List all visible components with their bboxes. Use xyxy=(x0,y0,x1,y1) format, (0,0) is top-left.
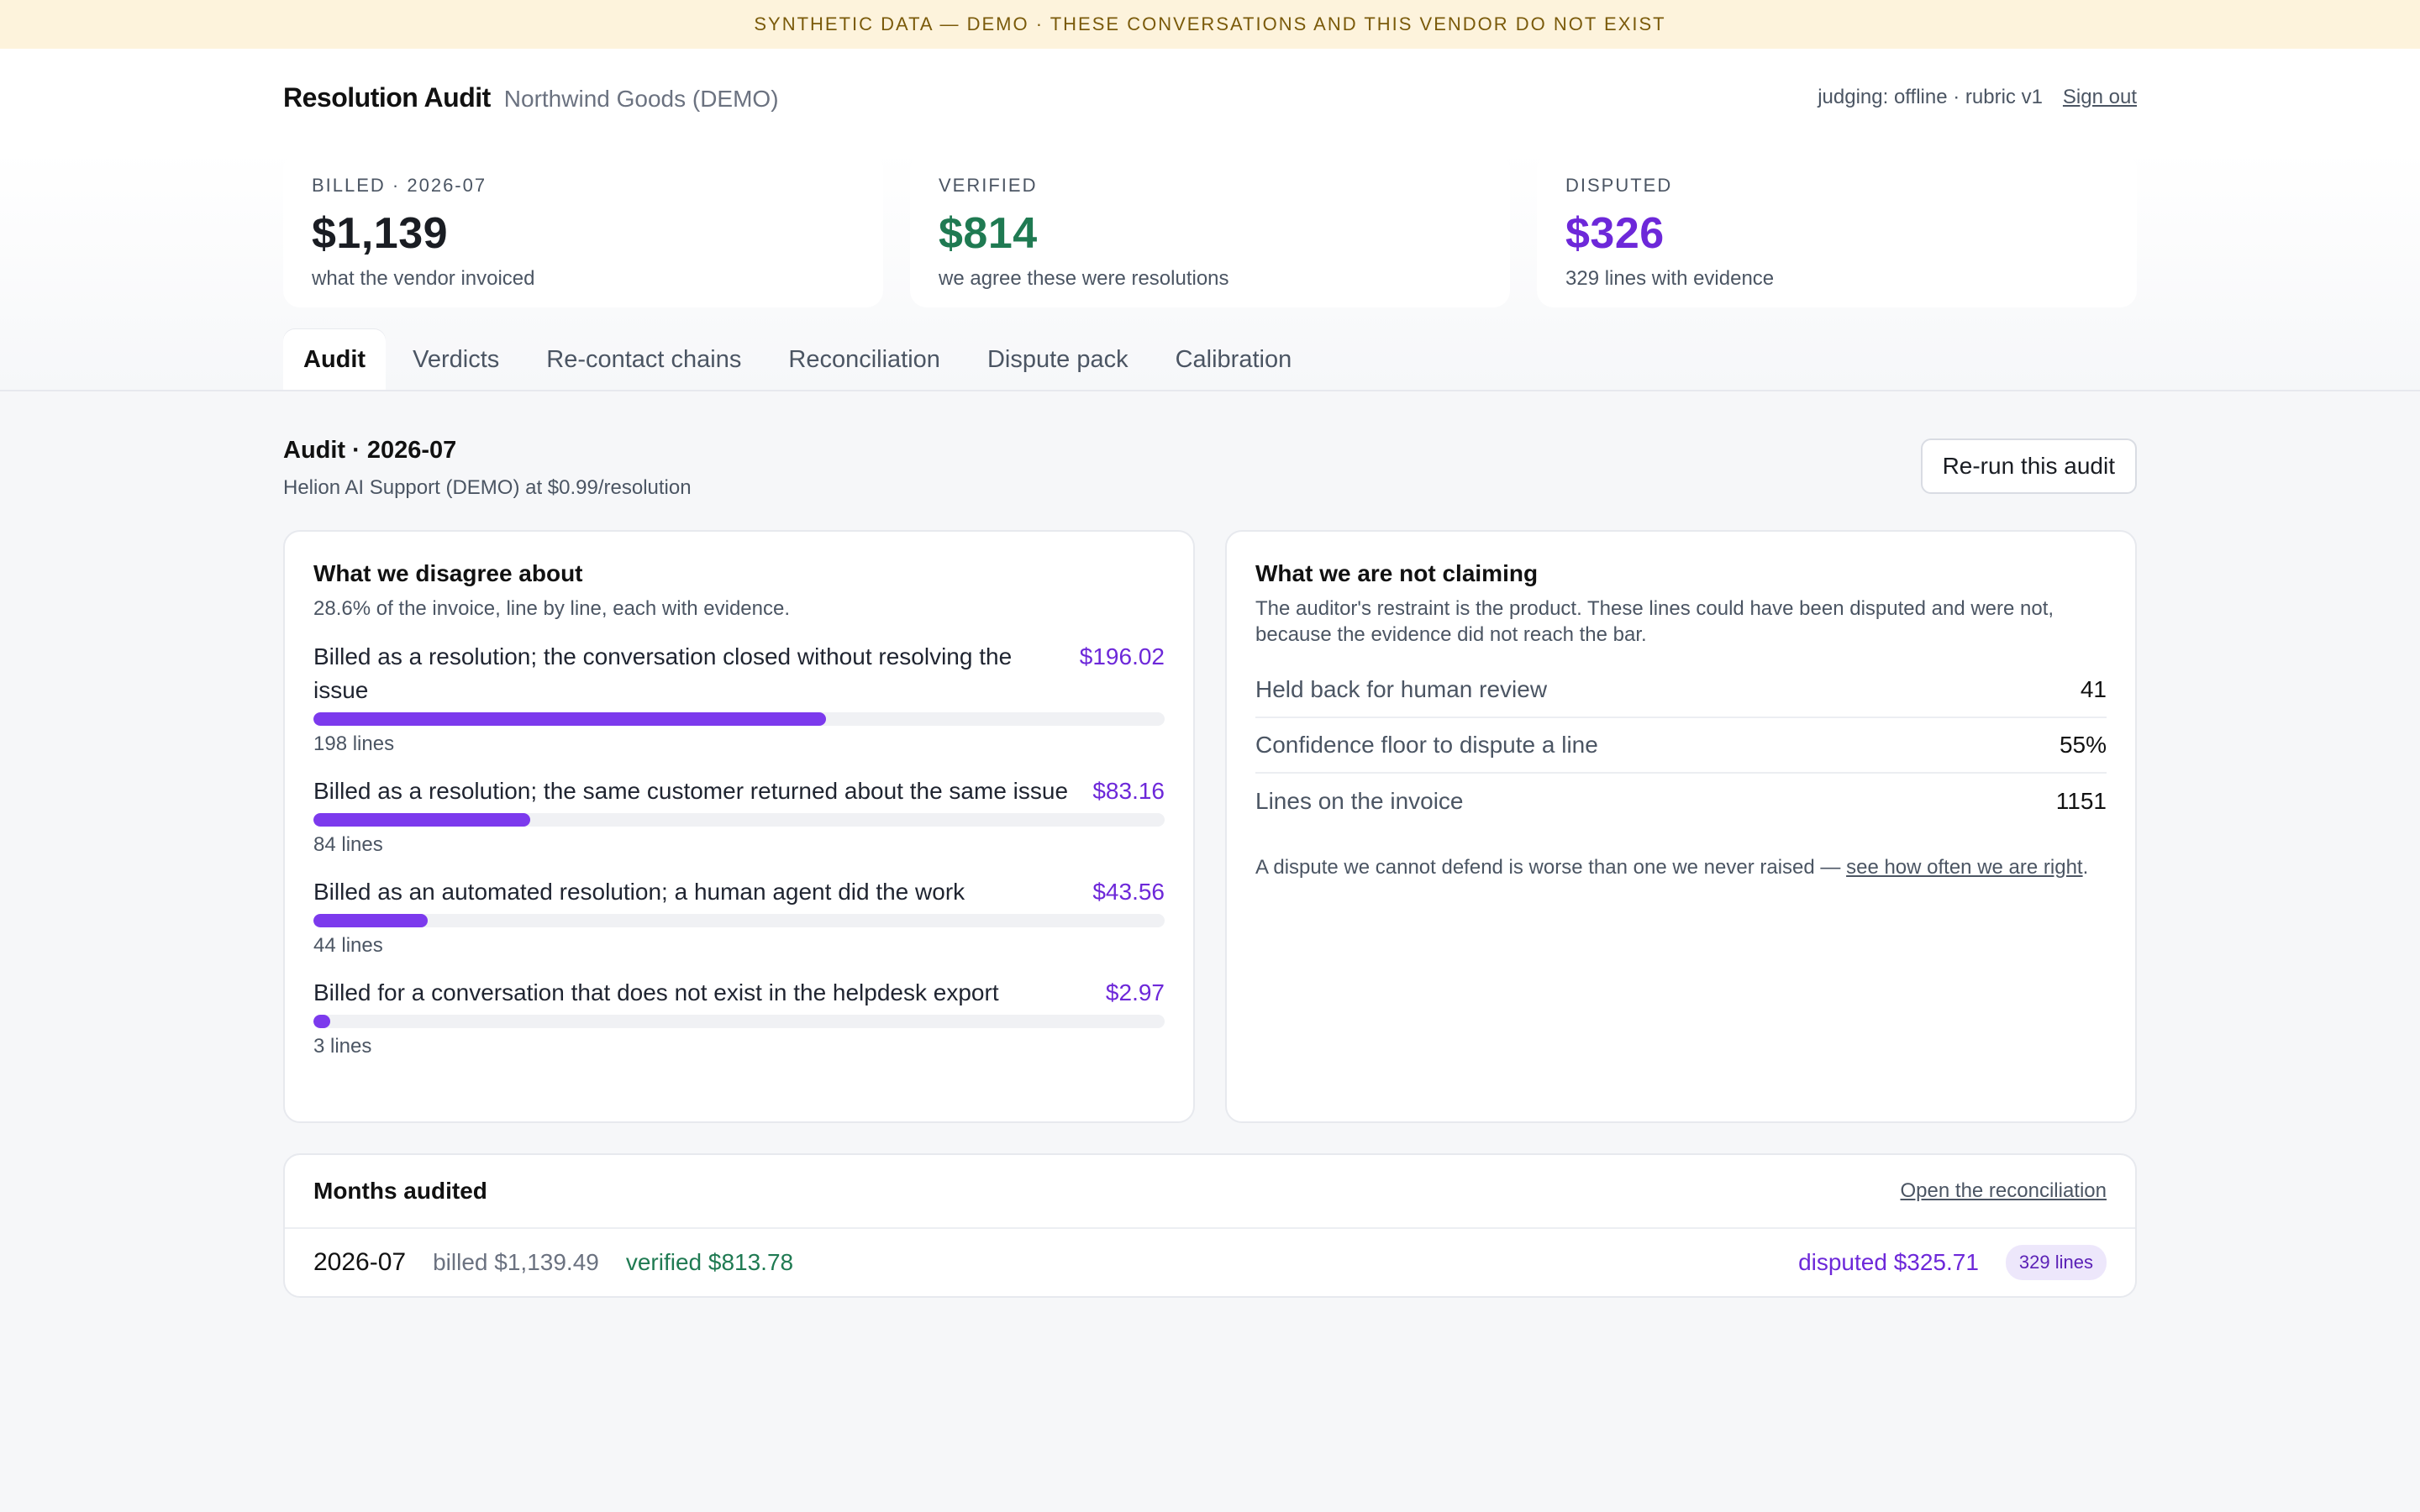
tab-calibration[interactable]: Calibration xyxy=(1175,345,1292,373)
not-claiming-list: Held back for human review 41 Confidence… xyxy=(1255,663,2107,829)
restraint-note: A dispute we cannot defend is worse than… xyxy=(1255,854,2107,880)
section-title: Audit · 2026-07 xyxy=(283,437,457,464)
stat-verified: VERIFIED $814 we agree these were resolu… xyxy=(910,153,1510,307)
invoice-lines-row: Lines on the invoice 1151 xyxy=(1255,774,2107,829)
category-amount: $43.56 xyxy=(1092,879,1165,905)
category-bar-fill xyxy=(313,1015,331,1028)
stat-disputed: DISPUTED $326 329 lines with evidence xyxy=(1537,153,2137,307)
category-amount: $2.97 xyxy=(1105,979,1165,1005)
open-reconciliation-link[interactable]: Open the reconciliation xyxy=(1900,1179,2107,1202)
demo-banner: SYNTHETIC DATA — DEMO · THESE CONVERSATI… xyxy=(0,0,2420,49)
tab-reconciliation[interactable]: Reconciliation xyxy=(788,345,940,373)
category-bar-track xyxy=(313,712,1165,726)
section-subtitle: Helion AI Support (DEMO) at $0.99/resolu… xyxy=(283,476,692,499)
stat-value: $1,139 xyxy=(312,209,449,258)
kv-value: 55% xyxy=(2059,732,2107,758)
stat-label: DISPUTED xyxy=(1565,175,1673,196)
months-header: Months audited Open the reconciliation xyxy=(285,1155,2135,1229)
summary-stats: BILLED · 2026-07 $1,139 what the vendor … xyxy=(283,153,2137,307)
dispute-category-row: Billed as a resolution; the conversation… xyxy=(313,640,1165,756)
disagree-title: What we disagree about xyxy=(313,560,583,586)
stat-label: VERIFIED xyxy=(939,175,1038,196)
kv-key: Held back for human review xyxy=(1255,676,1548,702)
category-label: Billed as an automated resolution; a hum… xyxy=(313,879,965,905)
not-claiming-title: What we are not claiming xyxy=(1255,560,1539,586)
judging-status: judging: offline · rubric v1 xyxy=(1818,86,2043,108)
header-right: judging: offline · rubric v1 Sign out xyxy=(1818,86,2137,109)
month-disputed: disputed $325.71 xyxy=(1798,1249,1979,1275)
note-text: A dispute we cannot defend is worse than… xyxy=(1255,856,1847,879)
category-lines: 3 lines xyxy=(313,1035,372,1058)
stat-value: $814 xyxy=(939,209,1038,258)
category-bar-fill xyxy=(313,712,826,726)
rerun-audit-button[interactable]: Re-run this audit xyxy=(1920,438,2137,494)
cards-row: What we disagree about 28.6% of the invo… xyxy=(283,530,2137,1123)
month-label: 2026-07 xyxy=(313,1248,407,1276)
category-lines: 198 lines xyxy=(313,732,395,755)
note-end: . xyxy=(2082,856,2089,879)
stat-label: BILLED · 2026-07 xyxy=(312,175,487,196)
org-name: Northwind Goods (DEMO) xyxy=(503,85,779,112)
main-content: Audit · 2026-07 Helion AI Support (DEMO)… xyxy=(283,437,2137,1298)
brand: Resolution Audit Northwind Goods (DEMO) xyxy=(283,82,779,113)
months-audited-card: Months audited Open the reconciliation 2… xyxy=(283,1153,2137,1298)
tab-recontact-chains[interactable]: Re-contact chains xyxy=(546,345,742,373)
months-title: Months audited xyxy=(313,1178,487,1204)
stat-sub: 329 lines with evidence xyxy=(1565,267,1775,290)
kv-key: Lines on the invoice xyxy=(1255,788,1464,814)
tab-bar: Audit Verdicts Re-contact chains Reconci… xyxy=(283,329,2137,390)
stat-billed: BILLED · 2026-07 $1,139 what the vendor … xyxy=(283,153,883,307)
category-bar-track xyxy=(313,914,1165,927)
category-label: Billed as a resolution; the same custome… xyxy=(313,778,1069,804)
app-name: Resolution Audit xyxy=(283,81,491,113)
dispute-category-row: Billed for a conversation that does not … xyxy=(313,976,1165,1058)
disagree-description: 28.6% of the invoice, line by line, each… xyxy=(313,597,791,620)
category-bar-track xyxy=(313,1015,1165,1028)
category-lines: 84 lines xyxy=(313,833,383,856)
app-header: Resolution Audit Northwind Goods (DEMO) … xyxy=(283,49,2137,146)
top-section: Resolution Audit Northwind Goods (DEMO) … xyxy=(0,49,2420,391)
category-bar-fill xyxy=(313,914,428,927)
disagree-card: What we disagree about 28.6% of the invo… xyxy=(283,530,1195,1123)
category-amount: $196.02 xyxy=(1079,643,1165,669)
category-label: Billed for a conversation that does not … xyxy=(313,979,999,1005)
stat-sub: what the vendor invoiced xyxy=(312,267,535,290)
category-bar-track xyxy=(313,813,1165,827)
month-row[interactable]: 2026-07 billed $1,139.49 verified $813.7… xyxy=(285,1229,2135,1296)
lines-badge: 329 lines xyxy=(2005,1245,2107,1280)
tab-dispute-pack[interactable]: Dispute pack xyxy=(986,345,1128,373)
not-claiming-description: The auditor's restraint is the product. … xyxy=(1255,597,2054,646)
stat-sub: we agree these were resolutions xyxy=(939,267,1229,290)
tab-verdicts[interactable]: Verdicts xyxy=(413,345,500,373)
kv-value: 1151 xyxy=(2055,788,2107,814)
confidence-floor-row: Confidence floor to dispute a line 55% xyxy=(1255,718,2107,774)
tab-audit[interactable]: Audit xyxy=(283,329,387,390)
dispute-category-row: Billed as an automated resolution; a hum… xyxy=(313,875,1165,958)
month-billed: billed $1,139.49 xyxy=(433,1249,599,1275)
not-claiming-card: What we are not claiming The auditor's r… xyxy=(1225,530,2137,1123)
kv-key: Confidence floor to dispute a line xyxy=(1255,732,1598,758)
category-bar-fill xyxy=(313,813,531,827)
month-verified: verified $813.78 xyxy=(625,1249,794,1275)
dispute-category-row: Billed as a resolution; the same custome… xyxy=(313,774,1165,857)
category-amount: $83.16 xyxy=(1092,778,1165,804)
category-lines: 44 lines xyxy=(313,934,383,957)
stat-value: $326 xyxy=(1565,209,1665,258)
category-label: Billed as a resolution; the conversation… xyxy=(313,643,1013,703)
calibration-link[interactable]: see how often we are right xyxy=(1846,856,2083,879)
section-header: Audit · 2026-07 Helion AI Support (DEMO)… xyxy=(283,437,2137,500)
demo-banner-text: SYNTHETIC DATA — DEMO · THESE CONVERSATI… xyxy=(754,13,1666,34)
held-back-row: Held back for human review 41 xyxy=(1255,663,2107,718)
kv-value: 41 xyxy=(2080,676,2107,702)
sign-out-link[interactable]: Sign out xyxy=(2062,86,2137,108)
